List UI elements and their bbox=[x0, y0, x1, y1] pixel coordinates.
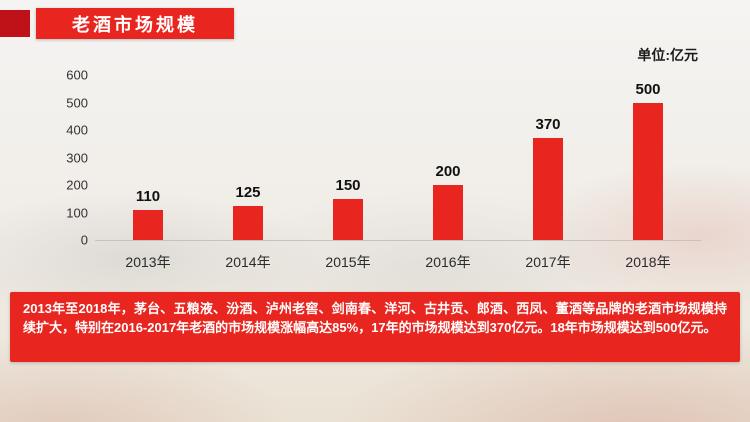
y-tick-label: 0 bbox=[80, 232, 88, 248]
unit-label: 单位:亿元 bbox=[637, 47, 698, 63]
bar-value-label: 125 bbox=[235, 183, 261, 201]
bar-group: 150 bbox=[298, 75, 398, 240]
bar-group: 200 bbox=[398, 75, 498, 240]
bar bbox=[133, 209, 163, 240]
y-tick-label: 500 bbox=[66, 95, 88, 110]
y-tick-label: 300 bbox=[66, 150, 88, 165]
bar-value-label: 370 bbox=[535, 116, 561, 134]
page-title: 老酒市场规模 bbox=[72, 14, 198, 35]
caption-text: 2013年至2018年，茅台、五粮液、汾酒、泸州老窖、剑南春、洋河、古井贡、郎酒… bbox=[23, 301, 727, 336]
y-axis: 0 100 200 300 400 500 600 bbox=[38, 68, 88, 248]
bar-value-label: 150 bbox=[335, 176, 361, 194]
bar bbox=[233, 205, 263, 240]
y-tick-label: 100 bbox=[66, 205, 88, 220]
title-accent-bar bbox=[0, 10, 30, 37]
bar bbox=[333, 198, 363, 240]
x-axis-label: 2017年 bbox=[525, 254, 571, 270]
caption-banner: 2013年至2018年，茅台、五粮液、汾酒、泸州老窖、剑南春、洋河、古井贡、郎酒… bbox=[10, 292, 740, 362]
bar bbox=[533, 138, 563, 240]
bar-value-label: 110 bbox=[135, 187, 161, 205]
bar-group: 125 bbox=[198, 75, 298, 240]
y-tick-label: 200 bbox=[66, 177, 88, 193]
title-banner: 老酒市场规模 bbox=[36, 8, 234, 39]
bar-group: 500 bbox=[598, 75, 698, 240]
x-axis-label: 2013年 bbox=[125, 254, 171, 270]
bar-group: 110 bbox=[98, 75, 198, 240]
bar bbox=[633, 102, 663, 240]
x-axis-label: 2016年 bbox=[425, 254, 471, 270]
x-axis-baseline bbox=[95, 240, 701, 241]
bar bbox=[433, 185, 463, 240]
x-axis-label: 2018年 bbox=[625, 254, 671, 270]
x-axis-label: 2015年 bbox=[325, 254, 371, 270]
bar-group: 370 bbox=[498, 75, 598, 240]
y-tick-label: 600 bbox=[66, 67, 88, 83]
category-axis: 2013年 2014年 2015年 2016年 2017年 2018年 bbox=[98, 252, 698, 272]
bar-value-label: 500 bbox=[635, 80, 661, 98]
y-tick-label: 400 bbox=[66, 122, 88, 138]
x-axis-label: 2014年 bbox=[225, 254, 271, 270]
bar-value-label: 200 bbox=[435, 163, 461, 180]
plot-area: 110 125 150 200 370 500 bbox=[98, 75, 698, 240]
